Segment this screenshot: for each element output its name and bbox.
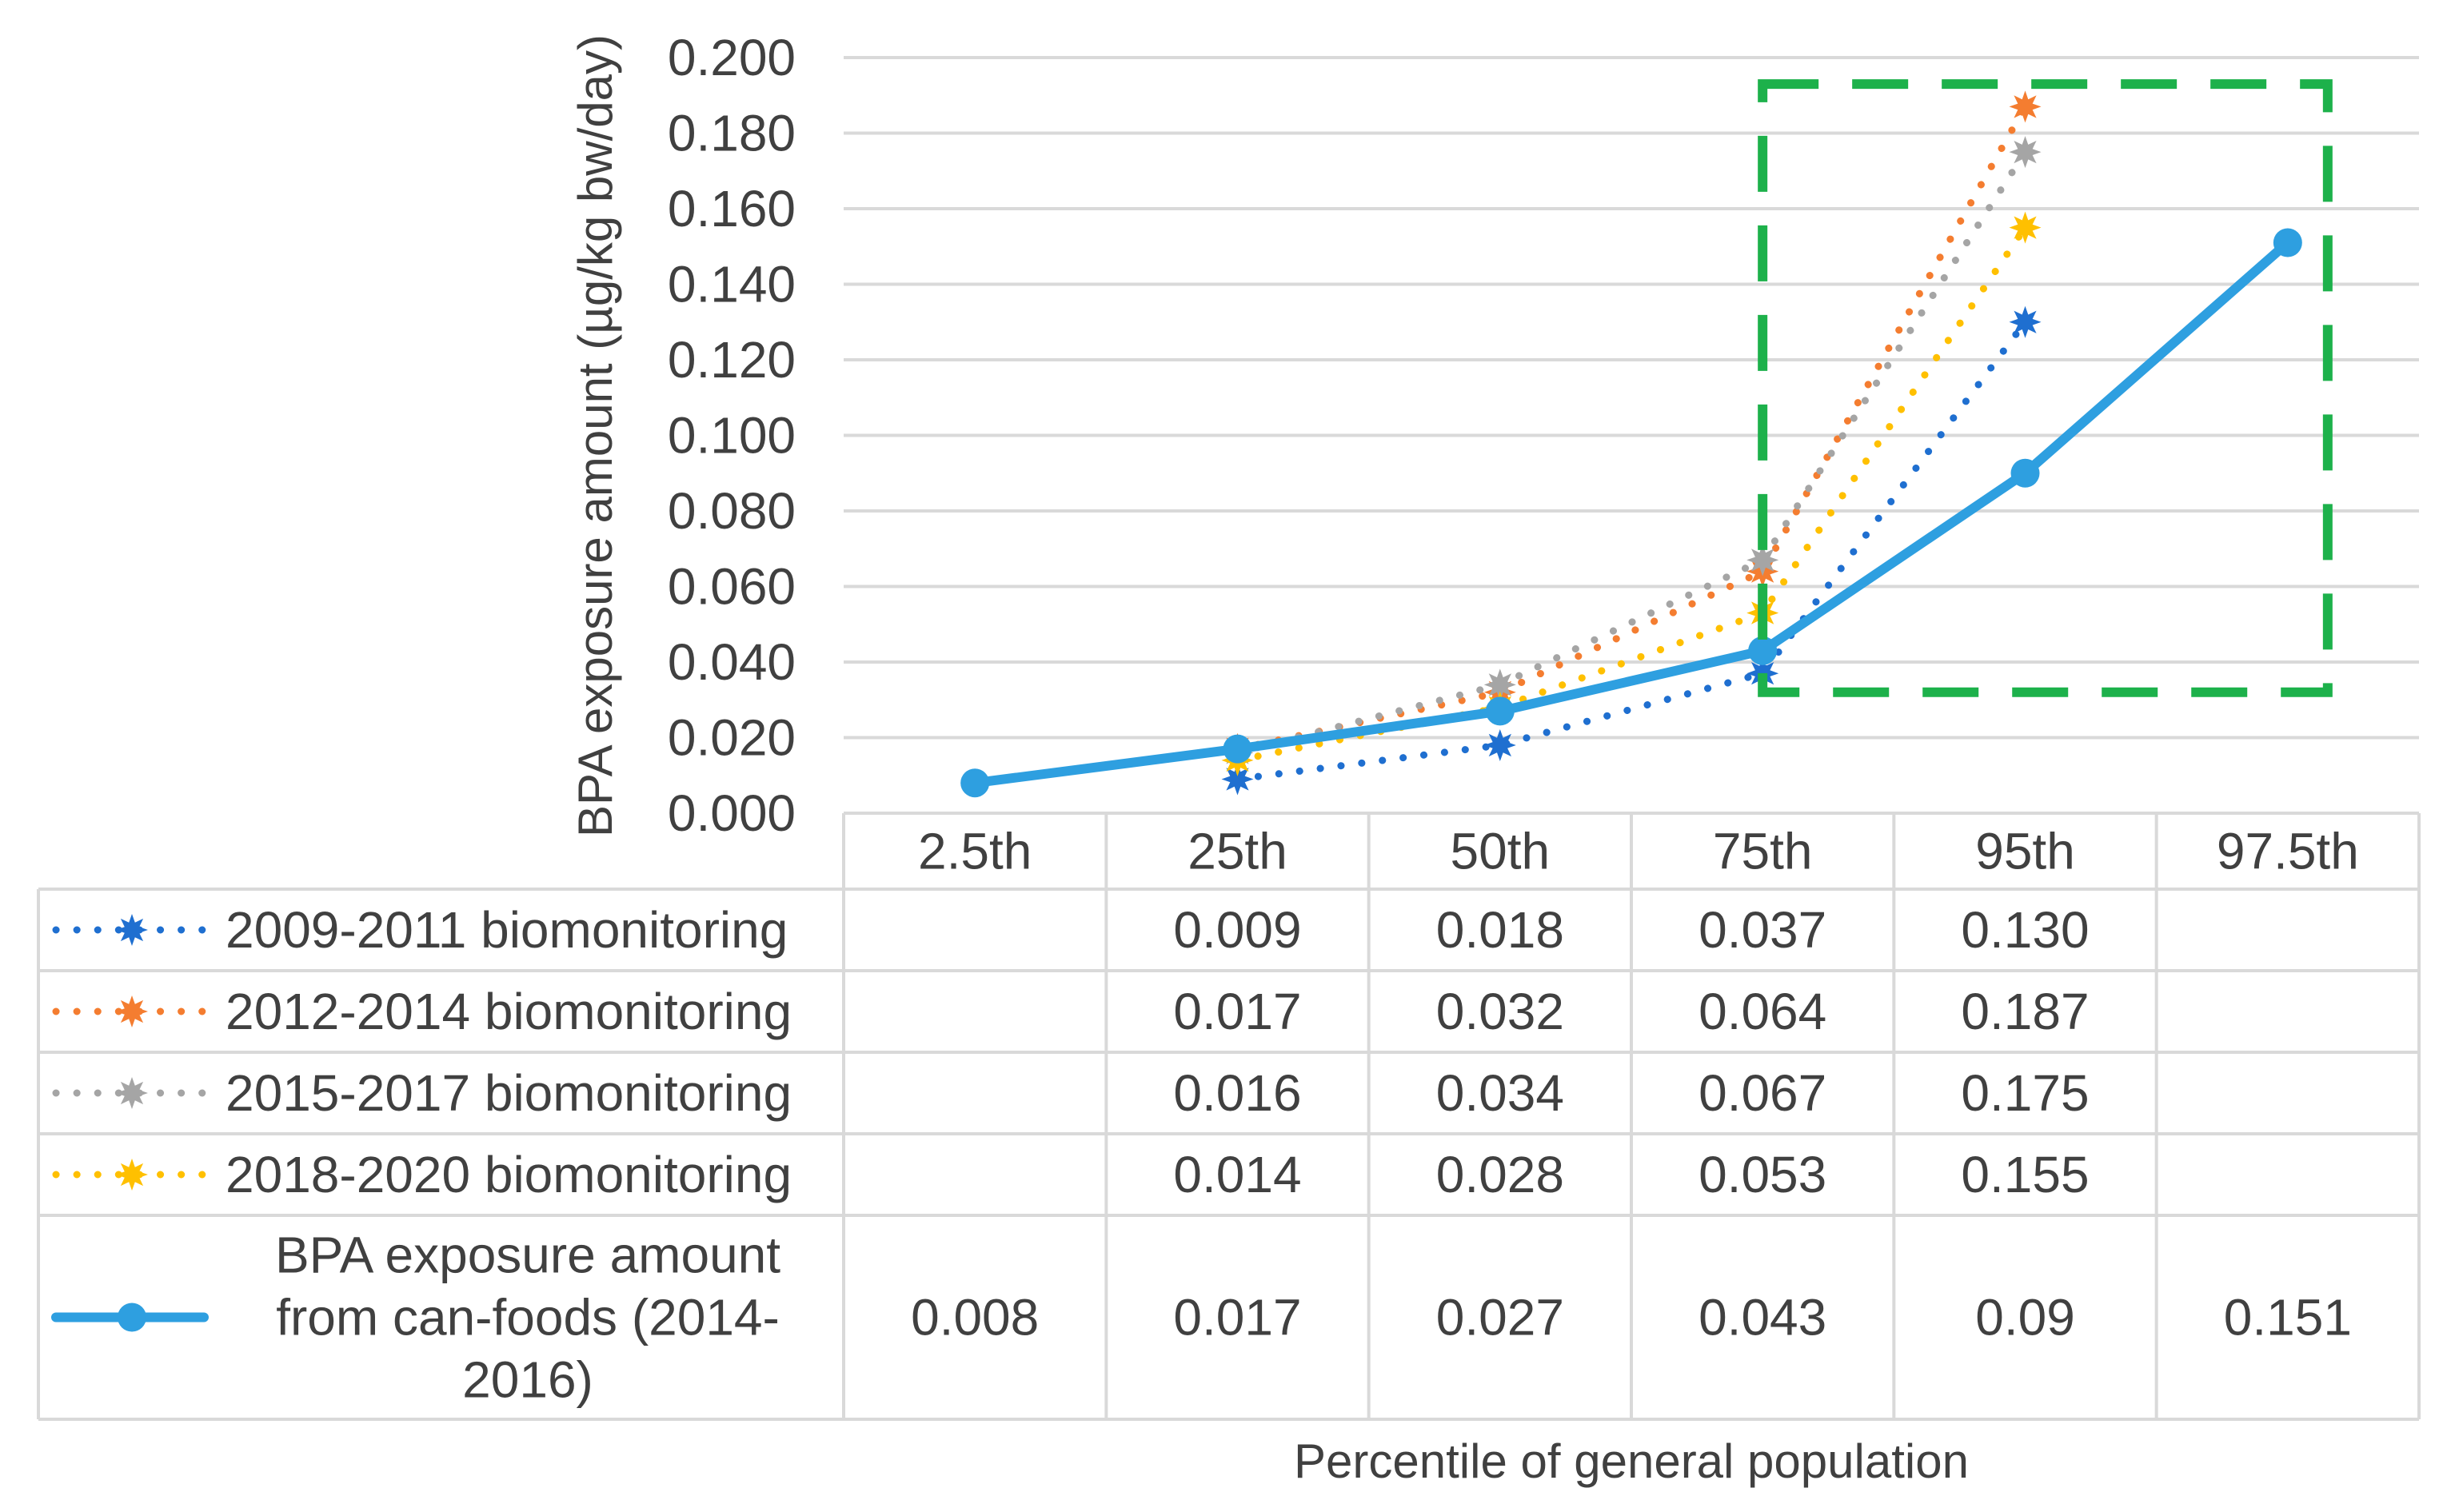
table-value: 0.034 [1436,1064,1564,1122]
x-category-label: 2.5th [918,823,1032,880]
data-point [2009,305,2042,338]
table-value: 0.032 [1436,983,1564,1040]
data-point [1746,544,1779,576]
y-tick-label: 0.080 [668,482,796,540]
x-category-label: 25th [1188,823,1287,880]
data-point [2009,211,2042,244]
series-line-4 [970,237,2293,788]
data-point [2009,90,2042,123]
legend-swatch-marker [118,1303,146,1332]
data-point [960,768,990,798]
series-line-1 [1234,102,2029,753]
y-tick-label: 0.000 [668,784,796,842]
data-point [2273,228,2302,257]
table-value: 0.016 [1173,1064,1301,1122]
table-value: 0.027 [1436,1289,1564,1346]
table-value: 0.014 [1173,1146,1301,1203]
legend-swatch-marker [116,914,148,946]
x-category-label: 75th [1713,823,1813,880]
y-tick-label: 0.020 [668,709,796,767]
y-tick-label: 0.200 [668,29,796,86]
y-tick-label: 0.180 [668,105,796,162]
legend-label: 2015-2017 biomonitoring [226,1064,792,1122]
table-value: 0.175 [1961,1064,2089,1122]
legend-label-line: 2016) [462,1351,593,1409]
legend-swatch-marker [116,1077,148,1109]
highlight-box [1758,79,2333,697]
table-value: 0.067 [1699,1064,1826,1122]
legend-swatch-marker [116,995,148,1027]
table-value: 0.053 [1699,1146,1826,1203]
table-value: 0.008 [911,1289,1039,1346]
data-point [1483,729,1516,761]
data-point [2009,136,2042,169]
y-tick-label: 0.100 [668,407,796,465]
y-tick-label: 0.160 [668,180,796,237]
legend-label-line: BPA exposure amount [275,1227,780,1284]
data-point [2010,458,2040,488]
y-tick-label: 0.120 [668,331,796,389]
y-tick-label: 0.140 [668,256,796,313]
table-value: 0.064 [1699,983,1826,1040]
data-point [1483,668,1516,701]
data-point [1485,696,1515,726]
y-tick-label: 0.040 [668,633,796,691]
data-point [1223,734,1252,764]
y-axis-title: BPA exposure amount (µg/kg bw/day) [569,34,622,837]
table-value: 0.018 [1436,901,1564,959]
table-value: 0.037 [1699,901,1826,959]
table-value: 0.09 [1975,1289,2075,1346]
legend-label: 2018-2020 biomonitoring [226,1146,792,1203]
x-category-label: 95th [1975,823,2075,880]
table-value: 0.130 [1961,901,2089,959]
series-line-2 [1234,148,2029,756]
table-value: 0.043 [1699,1289,1826,1346]
x-axis-title: Percentile of general population [1294,1434,1969,1488]
table-value: 0.017 [1173,983,1301,1040]
table-value: 0.151 [2224,1289,2352,1346]
legend-label: 2009-2011 biomonitoring [226,901,788,959]
y-tick-label: 0.060 [668,558,796,616]
x-category-label: 50th [1451,823,1551,880]
table-value: 0.009 [1173,901,1301,959]
table-value: 0.017 [1173,1289,1301,1346]
legend-label: 2012-2014 biomonitoring [226,983,792,1040]
table-value: 0.155 [1961,1146,2089,1203]
table-value: 0.187 [1961,983,2089,1040]
table-value: 0.028 [1436,1146,1564,1203]
data-point [1221,763,1254,796]
legend-label-line: from can-foods (2014- [276,1289,780,1346]
x-category-label: 97.5th [2217,823,2359,880]
data-point [1748,636,1778,665]
legend-swatch-marker [116,1159,148,1191]
